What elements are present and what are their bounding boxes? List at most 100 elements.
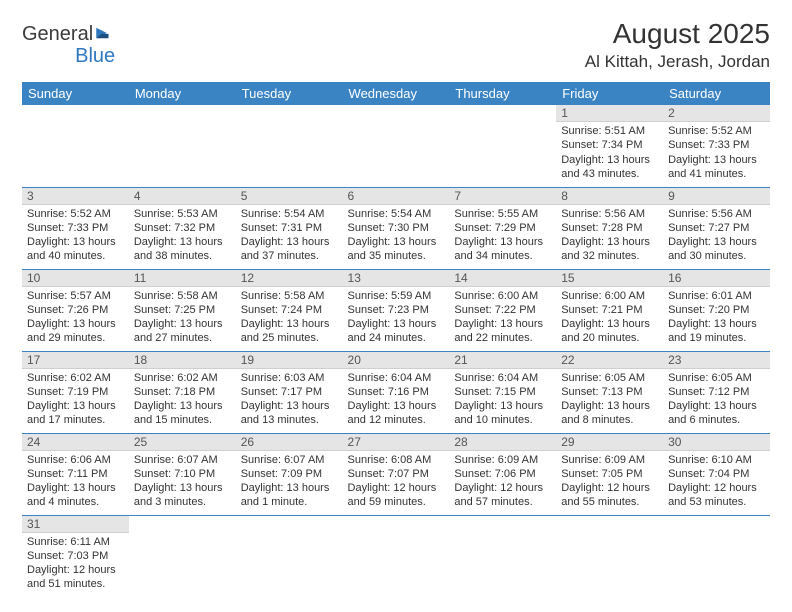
sunrise-line: Sunrise: 6:08 AM [348,453,445,467]
sunset-line: Sunset: 7:15 PM [454,385,551,399]
sunrise-line: Sunrise: 6:09 AM [454,453,551,467]
calendar-cell [449,515,556,597]
calendar-cell: 1Sunrise: 5:51 AMSunset: 7:34 PMDaylight… [556,105,663,187]
calendar-cell: 12Sunrise: 5:58 AMSunset: 7:24 PMDayligh… [236,269,343,351]
day-header: Wednesday [343,82,450,105]
sunrise-line: Sunrise: 6:06 AM [27,453,124,467]
sunset-line: Sunset: 7:27 PM [668,221,765,235]
logo: GeneralBlue [22,24,115,66]
sunrise-line: Sunrise: 6:07 AM [134,453,231,467]
daylight-line: Daylight: 13 hours and 20 minutes. [561,317,658,346]
sunset-line: Sunset: 7:28 PM [561,221,658,235]
daylight-line: Daylight: 12 hours and 55 minutes. [561,481,658,510]
day-number: 29 [556,434,663,451]
day-number: 28 [449,434,556,451]
sunset-line: Sunset: 7:25 PM [134,303,231,317]
day-details: Sunrise: 6:07 AMSunset: 7:09 PMDaylight:… [236,451,343,513]
calendar-cell: 25Sunrise: 6:07 AMSunset: 7:10 PMDayligh… [129,433,236,515]
day-details: Sunrise: 6:05 AMSunset: 7:12 PMDaylight:… [663,369,770,431]
day-number: 24 [22,434,129,451]
sunrise-line: Sunrise: 5:52 AM [27,207,124,221]
sunset-line: Sunset: 7:12 PM [668,385,765,399]
daylight-line: Daylight: 13 hours and 15 minutes. [134,399,231,428]
daylight-line: Daylight: 13 hours and 38 minutes. [134,235,231,264]
day-details: Sunrise: 6:07 AMSunset: 7:10 PMDaylight:… [129,451,236,513]
sunset-line: Sunset: 7:03 PM [27,549,124,563]
day-details: Sunrise: 5:58 AMSunset: 7:24 PMDaylight:… [236,287,343,349]
daylight-line: Daylight: 13 hours and 12 minutes. [348,399,445,428]
sunrise-line: Sunrise: 5:54 AM [348,207,445,221]
calendar-cell: 24Sunrise: 6:06 AMSunset: 7:11 PMDayligh… [22,433,129,515]
calendar-cell: 17Sunrise: 6:02 AMSunset: 7:19 PMDayligh… [22,351,129,433]
day-number: 6 [343,188,450,205]
daylight-line: Daylight: 13 hours and 4 minutes. [27,481,124,510]
daylight-line: Daylight: 13 hours and 32 minutes. [561,235,658,264]
calendar-cell: 4Sunrise: 5:53 AMSunset: 7:32 PMDaylight… [129,187,236,269]
logo-text-general: General [22,23,93,45]
sunrise-line: Sunrise: 6:10 AM [668,453,765,467]
sunset-line: Sunset: 7:05 PM [561,467,658,481]
day-number: 8 [556,188,663,205]
sunset-line: Sunset: 7:20 PM [668,303,765,317]
sunset-line: Sunset: 7:24 PM [241,303,338,317]
day-details: Sunrise: 6:06 AMSunset: 7:11 PMDaylight:… [22,451,129,513]
calendar-cell [129,515,236,597]
daylight-line: Daylight: 13 hours and 3 minutes. [134,481,231,510]
sunrise-line: Sunrise: 6:07 AM [241,453,338,467]
day-details: Sunrise: 6:02 AMSunset: 7:18 PMDaylight:… [129,369,236,431]
sunset-line: Sunset: 7:16 PM [348,385,445,399]
sunset-line: Sunset: 7:21 PM [561,303,658,317]
day-number: 30 [663,434,770,451]
month-title: August 2025 [585,18,770,50]
sunrise-line: Sunrise: 6:05 AM [561,371,658,385]
daylight-line: Daylight: 13 hours and 17 minutes. [27,399,124,428]
daylight-line: Daylight: 13 hours and 8 minutes. [561,399,658,428]
daylight-line: Daylight: 13 hours and 43 minutes. [561,153,658,182]
day-header: Saturday [663,82,770,105]
calendar-cell: 10Sunrise: 5:57 AMSunset: 7:26 PMDayligh… [22,269,129,351]
sunset-line: Sunset: 7:33 PM [668,138,765,152]
day-header: Thursday [449,82,556,105]
day-details: Sunrise: 5:56 AMSunset: 7:27 PMDaylight:… [663,205,770,267]
sunrise-line: Sunrise: 6:02 AM [134,371,231,385]
calendar-cell: 20Sunrise: 6:04 AMSunset: 7:16 PMDayligh… [343,351,450,433]
day-number: 15 [556,270,663,287]
day-number: 3 [22,188,129,205]
daylight-line: Daylight: 13 hours and 37 minutes. [241,235,338,264]
calendar-cell: 7Sunrise: 5:55 AMSunset: 7:29 PMDaylight… [449,187,556,269]
day-number: 18 [129,352,236,369]
calendar-cell: 13Sunrise: 5:59 AMSunset: 7:23 PMDayligh… [343,269,450,351]
daylight-line: Daylight: 13 hours and 19 minutes. [668,317,765,346]
calendar-table: SundayMondayTuesdayWednesdayThursdayFrid… [22,82,770,597]
day-number: 26 [236,434,343,451]
calendar-cell [236,515,343,597]
calendar-cell: 27Sunrise: 6:08 AMSunset: 7:07 PMDayligh… [343,433,450,515]
calendar-cell [343,105,450,187]
calendar-cell: 6Sunrise: 5:54 AMSunset: 7:30 PMDaylight… [343,187,450,269]
daylight-line: Daylight: 13 hours and 24 minutes. [348,317,445,346]
calendar-cell: 3Sunrise: 5:52 AMSunset: 7:33 PMDaylight… [22,187,129,269]
day-details: Sunrise: 6:00 AMSunset: 7:21 PMDaylight:… [556,287,663,349]
daylight-line: Daylight: 13 hours and 41 minutes. [668,153,765,182]
day-details: Sunrise: 5:53 AMSunset: 7:32 PMDaylight:… [129,205,236,267]
daylight-line: Daylight: 13 hours and 1 minute. [241,481,338,510]
sunrise-line: Sunrise: 5:56 AM [561,207,658,221]
calendar-cell: 16Sunrise: 6:01 AMSunset: 7:20 PMDayligh… [663,269,770,351]
calendar-cell [449,105,556,187]
calendar-cell: 14Sunrise: 6:00 AMSunset: 7:22 PMDayligh… [449,269,556,351]
daylight-line: Daylight: 13 hours and 35 minutes. [348,235,445,264]
day-details: Sunrise: 6:03 AMSunset: 7:17 PMDaylight:… [236,369,343,431]
day-number: 2 [663,105,770,122]
calendar-cell: 9Sunrise: 5:56 AMSunset: 7:27 PMDaylight… [663,187,770,269]
day-details: Sunrise: 6:01 AMSunset: 7:20 PMDaylight:… [663,287,770,349]
day-details: Sunrise: 6:04 AMSunset: 7:15 PMDaylight:… [449,369,556,431]
calendar-cell: 29Sunrise: 6:09 AMSunset: 7:05 PMDayligh… [556,433,663,515]
calendar-cell: 26Sunrise: 6:07 AMSunset: 7:09 PMDayligh… [236,433,343,515]
day-number: 12 [236,270,343,287]
day-details: Sunrise: 5:58 AMSunset: 7:25 PMDaylight:… [129,287,236,349]
sunrise-line: Sunrise: 6:04 AM [454,371,551,385]
sunrise-line: Sunrise: 5:58 AM [134,289,231,303]
daylight-line: Daylight: 13 hours and 34 minutes. [454,235,551,264]
sunrise-line: Sunrise: 6:00 AM [454,289,551,303]
sunrise-line: Sunrise: 6:03 AM [241,371,338,385]
